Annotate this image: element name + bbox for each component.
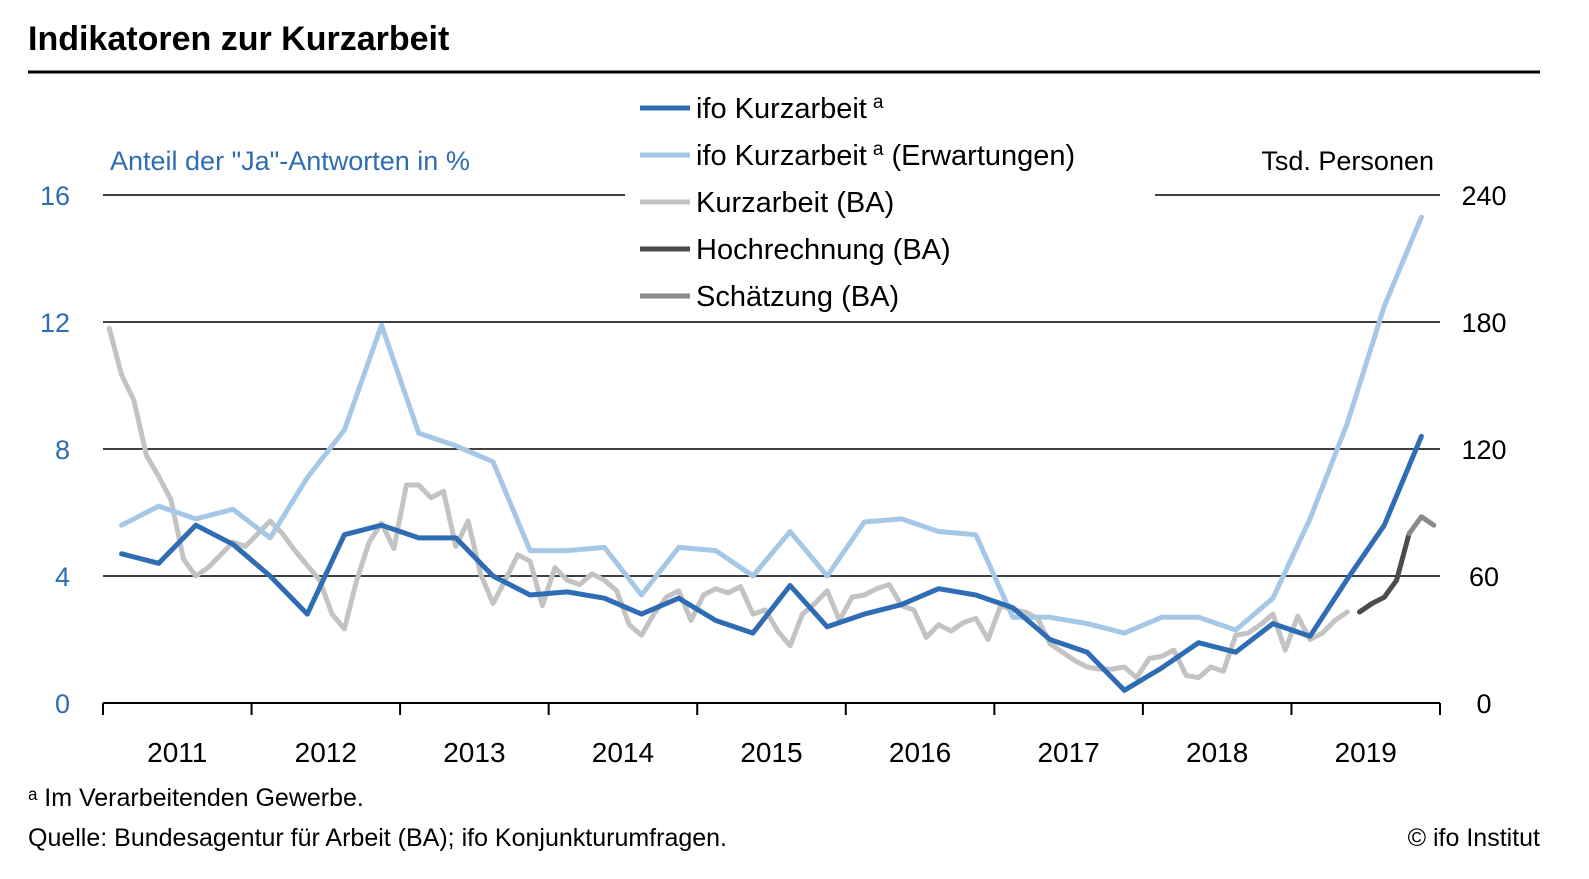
series-line-1 xyxy=(119,214,1424,636)
right-tick-label: 0 xyxy=(1476,689,1491,719)
source-note: Quelle: Bundesagentur für Arbeit (BA); i… xyxy=(28,824,727,852)
legend-label: Hochrechnung (BA) xyxy=(696,234,951,266)
x-tick-label: 2013 xyxy=(443,737,505,768)
x-tick-label: 2015 xyxy=(740,737,802,768)
footnote: ᵃ Im Verarbeitenden Gewerbe. xyxy=(28,784,364,812)
x-tick-label: 2019 xyxy=(1335,737,1397,768)
legend-label: ifo Kurzarbeit a xyxy=(696,92,884,125)
x-tick-label: 2011 xyxy=(147,737,207,768)
copyright: © ifo Institut xyxy=(1408,824,1540,852)
right-axis-title: Tsd. Personen xyxy=(1261,146,1434,176)
series-line-4 xyxy=(1406,514,1437,537)
right-tick-label: 60 xyxy=(1469,562,1499,592)
left-axis-title: Anteil der "Ja"-Antworten in % xyxy=(110,146,470,176)
right-tick-labels: 0 60 120 180 240 xyxy=(1461,181,1506,719)
right-tick-label: 180 xyxy=(1461,308,1506,338)
left-tick-label: 12 xyxy=(40,308,70,338)
series-line-0 xyxy=(119,433,1424,693)
x-tick-label: 2017 xyxy=(1037,737,1099,768)
x-tick-label: 2018 xyxy=(1186,737,1248,768)
chart-title: Indikatoren zur Kurzarbeit xyxy=(28,20,449,58)
left-tick-label: 4 xyxy=(55,562,70,592)
series-lines xyxy=(106,214,1437,693)
left-tick-label: 16 xyxy=(40,181,70,211)
x-tick-label: 2012 xyxy=(295,737,357,768)
left-tick-label: 8 xyxy=(55,435,70,465)
left-tick-labels: 0 4 8 12 16 xyxy=(40,181,70,719)
legend-label: ifo Kurzarbeit a (Erwartungen) xyxy=(696,139,1075,172)
legend-label: Schätzung (BA) xyxy=(696,281,899,313)
legend: ifo Kurzarbeit a ifo Kurzarbeit a (Erwartung… xyxy=(640,92,1075,313)
legend-label: Kurzarbeit (BA) xyxy=(696,187,894,219)
series-line-3 xyxy=(1357,531,1412,615)
series-line-2 xyxy=(106,325,1350,681)
right-tick-label: 240 xyxy=(1461,181,1506,211)
legend-background xyxy=(625,82,1155,312)
right-tick-label: 120 xyxy=(1461,435,1506,465)
left-tick-label: 0 xyxy=(55,689,70,719)
x-axis: 2011 2012 2013 2014 2015 2016 2017 2018 2019 xyxy=(102,702,1441,768)
x-tick-label: 2014 xyxy=(592,737,654,768)
x-tick-label: 2016 xyxy=(889,737,951,768)
